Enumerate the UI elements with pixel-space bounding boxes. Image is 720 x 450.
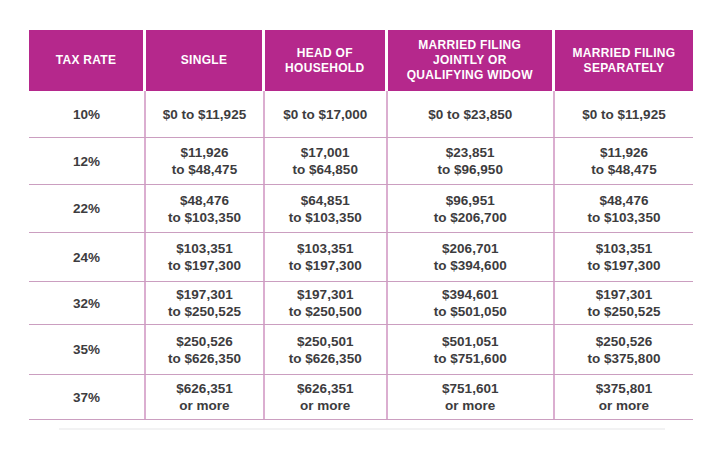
head-of-household-bracket-cell: $103,351 to $197,300 bbox=[265, 233, 388, 281]
table-drop-shadow bbox=[59, 428, 665, 430]
rate-cell: 10% bbox=[29, 91, 146, 137]
table-row: 37% $626,351 or more $626,351 or more $7… bbox=[29, 374, 693, 419]
married-jointly-bracket-cell: $751,601 or more bbox=[388, 375, 556, 419]
head-of-household-bracket-cell: $626,351 or more bbox=[265, 375, 388, 419]
rate-cell: 12% bbox=[29, 138, 146, 184]
head-of-household-bracket-cell: $17,001 to $64,850 bbox=[265, 138, 388, 184]
header-married-filing-jointly: MARRIED FILING JOINTLY OR QUALIFYING WID… bbox=[388, 30, 556, 91]
head-of-household-bracket-cell: $250,501 to $626,350 bbox=[265, 325, 388, 374]
header-married-filing-separately: MARRIED FILING SEPARATELY bbox=[555, 30, 693, 91]
table-body: 10% $0 to $11,925 $0 to $17,000 $0 to $2… bbox=[29, 91, 693, 420]
head-of-household-bracket-cell: $197,301 to $250,500 bbox=[265, 282, 388, 324]
rate-cell: 32% bbox=[29, 282, 146, 324]
single-bracket-cell: $250,526 to $626,350 bbox=[146, 325, 265, 374]
married-jointly-bracket-cell: $501,051 to $751,600 bbox=[388, 325, 556, 374]
table-row: 22% $48,476 to $103,350 $64,851 to $103,… bbox=[29, 184, 693, 232]
single-bracket-cell: $197,301 to $250,525 bbox=[146, 282, 265, 324]
rate-cell: 37% bbox=[29, 375, 146, 419]
table-row: 24% $103,351 to $197,300 $103,351 to $19… bbox=[29, 232, 693, 281]
table-header-row: TAX RATE SINGLE HEAD OF HOUSEHOLD MARRIE… bbox=[29, 30, 693, 91]
married-separately-bracket-cell: $250,526 to $375,800 bbox=[555, 325, 693, 374]
married-jointly-bracket-cell: $23,851 to $96,950 bbox=[388, 138, 556, 184]
tax-bracket-table: TAX RATE SINGLE HEAD OF HOUSEHOLD MARRIE… bbox=[29, 30, 693, 420]
married-separately-bracket-cell: $11,926 to $48,475 bbox=[555, 138, 693, 184]
head-of-household-bracket-cell: $0 to $17,000 bbox=[265, 91, 388, 137]
rate-cell: 35% bbox=[29, 325, 146, 374]
table-row: 10% $0 to $11,925 $0 to $17,000 $0 to $2… bbox=[29, 91, 693, 137]
single-bracket-cell: $48,476 to $103,350 bbox=[146, 185, 265, 232]
single-bracket-cell: $11,926 to $48,475 bbox=[146, 138, 265, 184]
single-bracket-cell: $103,351 to $197,300 bbox=[146, 233, 265, 281]
table-row: 12% $11,926 to $48,475 $17,001 to $64,85… bbox=[29, 137, 693, 184]
married-jointly-bracket-cell: $206,701 to $394,600 bbox=[388, 233, 556, 281]
single-bracket-cell: $0 to $11,925 bbox=[146, 91, 265, 137]
head-of-household-bracket-cell: $64,851 to $103,350 bbox=[265, 185, 388, 232]
married-separately-bracket-cell: $0 to $11,925 bbox=[555, 91, 693, 137]
header-tax-rate: TAX RATE bbox=[29, 30, 146, 91]
married-jointly-bracket-cell: $0 to $23,850 bbox=[388, 91, 556, 137]
single-bracket-cell: $626,351 or more bbox=[146, 375, 265, 419]
married-jointly-bracket-cell: $394,601 to $501,050 bbox=[388, 282, 556, 324]
rate-cell: 24% bbox=[29, 233, 146, 281]
married-separately-bracket-cell: $375,801 or more bbox=[555, 375, 693, 419]
married-separately-bracket-cell: $48,476 to $103,350 bbox=[555, 185, 693, 232]
table-row: 35% $250,526 to $626,350 $250,501 to $62… bbox=[29, 324, 693, 374]
header-head-of-household: HEAD OF HOUSEHOLD bbox=[265, 30, 388, 91]
rate-cell: 22% bbox=[29, 185, 146, 232]
table-row: 32% $197,301 to $250,525 $197,301 to $25… bbox=[29, 281, 693, 324]
header-single: SINGLE bbox=[146, 30, 265, 91]
married-jointly-bracket-cell: $96,951 to $206,700 bbox=[388, 185, 556, 232]
married-separately-bracket-cell: $197,301 to $250,525 bbox=[555, 282, 693, 324]
married-separately-bracket-cell: $103,351 to $197,300 bbox=[555, 233, 693, 281]
